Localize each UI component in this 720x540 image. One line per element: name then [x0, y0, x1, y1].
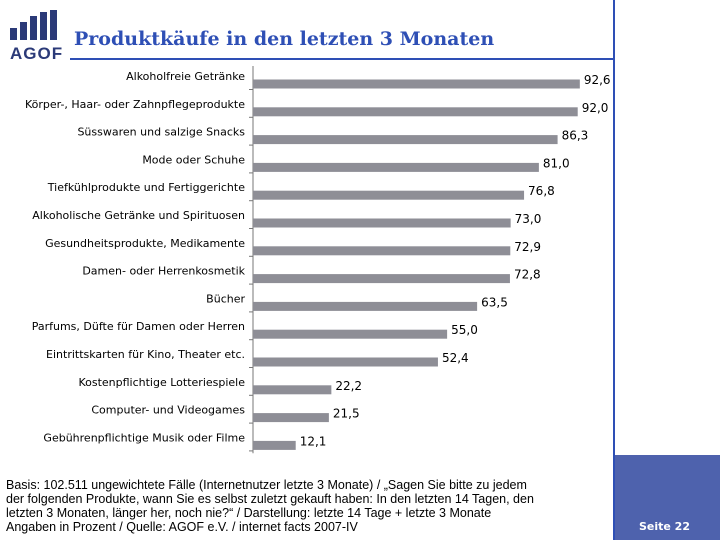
value-label: 76,8 [528, 184, 555, 198]
title-divider [70, 58, 614, 60]
category-label: Parfums, Düfte für Damen oder Herren [32, 320, 245, 333]
bar-chart: Alkoholfreie Getränke 92,6 Körper-, Haar- … [25, 66, 610, 454]
category-label: Mode oder Schuhe [142, 153, 245, 166]
agof-logo: AGOF [8, 10, 70, 63]
value-label: 52,4 [442, 351, 469, 365]
category-label: Computer- und Videogames [91, 404, 245, 417]
category-label: Damen- oder Herrenkosmetik [82, 265, 245, 278]
value-label: 92,0 [582, 101, 609, 115]
bar [253, 329, 448, 339]
logo-bars-icon [10, 10, 57, 40]
value-label: 72,9 [514, 240, 541, 254]
bar [253, 190, 525, 200]
right-divider [613, 0, 615, 540]
category-label: Bücher [206, 292, 245, 305]
category-label: Eintrittskarten für Kino, Theater etc. [46, 348, 245, 361]
bar [253, 274, 510, 284]
bar [253, 79, 580, 89]
value-label: 22,2 [335, 379, 362, 393]
footnote-line: letzten 3 Monaten, länger her, noch nie?… [6, 506, 492, 520]
bar [253, 413, 329, 423]
value-label: 86,3 [562, 129, 589, 143]
footnote-line: der folgenden Produkte, wann Sie es selb… [6, 492, 534, 506]
value-label: 73,0 [515, 212, 542, 226]
bar [253, 135, 558, 145]
value-label: 55,0 [451, 323, 478, 337]
value-label: 21,5 [333, 407, 360, 421]
value-label: 72,8 [514, 268, 541, 282]
value-label: 92,6 [584, 73, 610, 87]
footnote: Basis: 102.511 ungewichtete Fälle (Inter… [6, 478, 606, 534]
page-title: Produktkäufe in den letzten 3 Monaten [74, 28, 495, 50]
value-label: 12,1 [300, 434, 327, 448]
bar [253, 357, 438, 367]
bar [253, 107, 578, 117]
category-label: Süsswaren und salzige Snacks [77, 126, 245, 139]
category-label: Gesundheitsprodukte, Medikamente [45, 237, 245, 250]
category-label: Gebührenpflichtige Musik oder Filme [43, 431, 245, 444]
footer-band [615, 455, 720, 540]
bar [253, 162, 539, 172]
category-label: Körper-, Haar- oder Zahnpflegeprodukte [25, 98, 245, 111]
category-label: Alkoholfreie Getränke [126, 70, 245, 83]
value-label: 63,5 [481, 295, 508, 309]
footnote-line: Angaben in Prozent / Quelle: AGOF e.V. /… [6, 520, 358, 534]
bar [253, 440, 296, 450]
category-label: Tiefkühlprodukte und Fertiggerichte [47, 181, 245, 194]
page-number: Seite 22 [638, 520, 690, 533]
bar [253, 385, 332, 395]
category-label: Kostenpflichtige Lotteriespiele [78, 376, 245, 389]
bar [253, 218, 511, 228]
bar [253, 301, 478, 311]
footnote-line: Basis: 102.511 ungewichtete Fälle (Inter… [6, 478, 527, 492]
bar [253, 246, 511, 256]
logo-text: AGOF [10, 44, 64, 63]
category-label: Alkoholische Getränke und Spirituosen [32, 209, 245, 222]
value-label: 81,0 [543, 156, 570, 170]
